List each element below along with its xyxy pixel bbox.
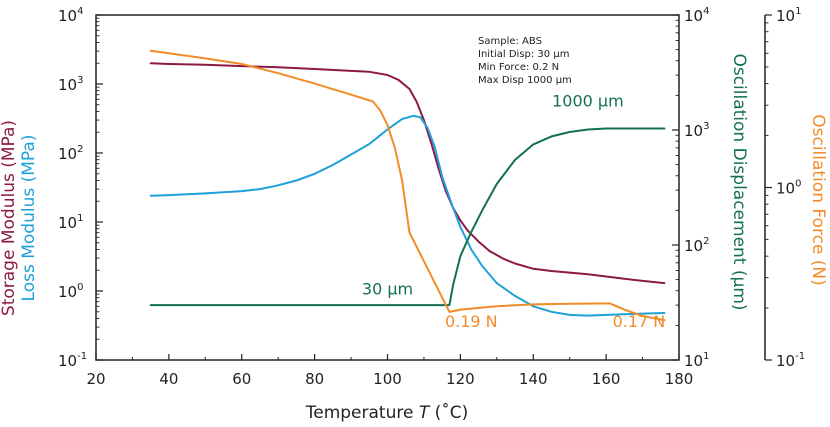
y-left-title-loss: Loss Modulus (MPa) xyxy=(19,135,39,302)
y-left-tick-label: 101 xyxy=(58,213,83,232)
annotations: 1000 µm 30 µm 0.19 N 0.17 N xyxy=(362,92,665,332)
x-axis-title: Temperature T (˚C) xyxy=(305,402,469,423)
y-right2-tick-label: 10-1 xyxy=(776,351,805,370)
annotation-label: 30 µm xyxy=(362,280,413,299)
x-tick-label: 80 xyxy=(305,370,324,388)
y-left-tick-label: 102 xyxy=(58,144,83,163)
y-right2-title: Oscillation Force (N) xyxy=(808,114,828,286)
y-left-title-storage: Storage Modulus (MPa) xyxy=(0,120,19,316)
x-tick-label: 180 xyxy=(665,370,694,388)
y-right2-tick-label: 101 xyxy=(776,6,801,25)
series-line-oscillation-displacement xyxy=(149,127,666,307)
y-left-tick-label: 103 xyxy=(58,75,83,94)
y-left-tick-label: 104 xyxy=(58,6,83,25)
y-right2-tick-labels: 10-1 100 101 xyxy=(776,6,805,370)
y-left-tick-label: 10-1 xyxy=(58,351,87,370)
x-tick-label: 160 xyxy=(592,370,621,388)
sample-info-line: Min Force: 0.2 N xyxy=(478,62,559,73)
series-line-oscillation-force xyxy=(149,49,666,322)
plot-border xyxy=(95,14,680,361)
y-right1-tick-label: 103 xyxy=(684,121,709,140)
annotation-label: 0.19 N xyxy=(445,312,498,331)
y-left-tick-labels: 10-1 100 101 102 103 104 xyxy=(58,6,87,370)
x-tick-label: 40 xyxy=(159,370,178,388)
x-tick-label: 20 xyxy=(86,370,105,388)
annotation-label: 0.17 N xyxy=(613,312,666,331)
y-right2-tick-label: 100 xyxy=(776,179,801,198)
y-right1-tick-labels: 101 102 103 104 xyxy=(684,6,709,370)
sample-info-line: Initial Disp: 30 µm xyxy=(478,49,569,60)
x-tick-label: 60 xyxy=(232,370,251,388)
y-left-tick-label: 100 xyxy=(58,282,83,301)
x-tick-label: 100 xyxy=(373,370,402,388)
x-tick-label: 120 xyxy=(446,370,475,388)
series-layer xyxy=(149,49,666,322)
x-tick-labels: 20 40 60 80 100 120 140 160 180 xyxy=(86,370,693,388)
tick-marks xyxy=(95,14,772,361)
y-right1-tick-label: 104 xyxy=(684,6,709,25)
x-tick-label: 140 xyxy=(519,370,548,388)
sample-info-line: Sample: ABS xyxy=(478,36,542,47)
y-right1-tick-label: 102 xyxy=(684,236,709,255)
sample-info-line: Max Disp 1000 µm xyxy=(478,75,572,86)
plot-frame xyxy=(95,14,766,361)
y-right1-title: Oscillation Displacement (µm) xyxy=(729,53,749,310)
y-right1-tick-label: 101 xyxy=(684,351,709,370)
sample-info: Sample: ABS Initial Disp: 30 µm Min Forc… xyxy=(478,36,572,86)
series-line-loss-modulus xyxy=(149,114,666,317)
annotation-label: 1000 µm xyxy=(552,92,624,111)
series-line-storage-modulus xyxy=(149,62,666,285)
